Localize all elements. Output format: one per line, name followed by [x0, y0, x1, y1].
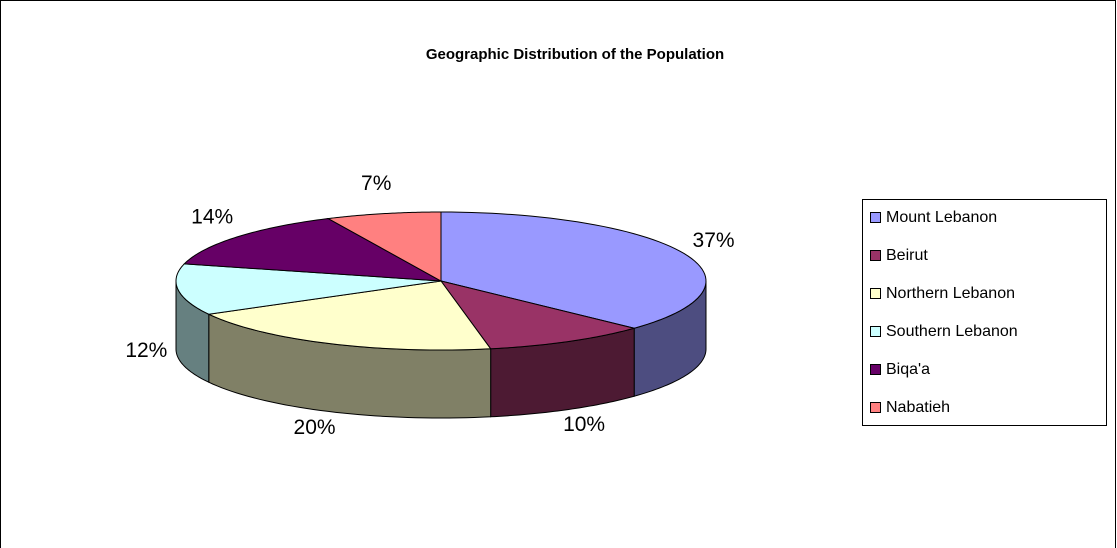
chart-title: Geographic Distribution of the Populatio… [426, 46, 724, 63]
legend-swatch [870, 288, 881, 299]
data-label: 20% [294, 416, 336, 439]
legend-label: Beirut [886, 247, 928, 264]
data-label: 10% [563, 413, 605, 436]
legend-label: Nabatieh [886, 399, 950, 416]
slice [175, 263, 442, 315]
legend-label: Biqa'a [886, 361, 930, 378]
slice [439, 280, 637, 350]
legend-swatch [870, 326, 881, 337]
data-label: 14% [191, 205, 233, 228]
data-label: 7% [361, 172, 391, 195]
legend-swatch [870, 212, 881, 223]
legend-label: Northern Lebanon [886, 285, 1015, 302]
slice [440, 211, 707, 329]
data-label: 37% [693, 229, 735, 252]
slice [183, 218, 442, 282]
slice [207, 280, 492, 351]
slice [326, 211, 442, 282]
legend-swatch [870, 250, 881, 261]
legend-swatch [870, 402, 881, 413]
legend-box [862, 199, 1107, 426]
legend-label: Mount Lebanon [886, 209, 997, 226]
legend-swatch [870, 364, 881, 375]
legend-label: Southern Lebanon [886, 323, 1018, 340]
data-label: 12% [125, 339, 167, 362]
